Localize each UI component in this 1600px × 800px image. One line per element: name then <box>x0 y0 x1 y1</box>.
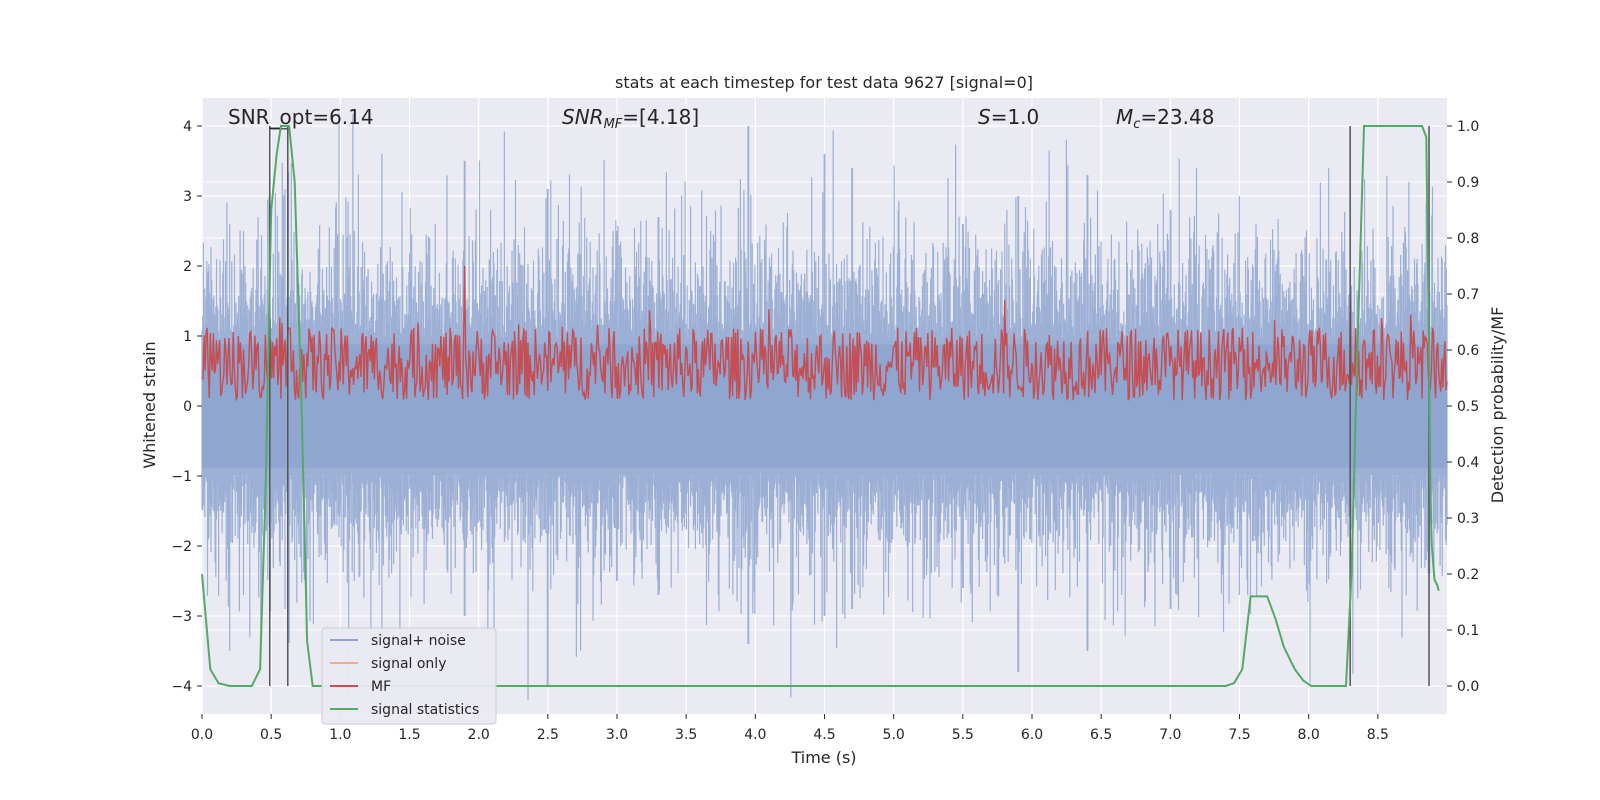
annotation-mc-value: =23.48 <box>1140 105 1214 129</box>
x-tick-label: 2.5 <box>537 727 559 743</box>
y-left-tick-label: 2 <box>183 259 192 275</box>
legend-label-signal-noise: signal+ noise <box>371 633 466 649</box>
signal-statistics-line <box>201 125 1440 687</box>
y-right-tick-label: 1.0 <box>1457 119 1479 135</box>
legend-box <box>321 627 497 725</box>
chart-title: stats at each timestep for test data 962… <box>615 73 1033 92</box>
x-tick-label: 1.0 <box>329 727 351 743</box>
y-right-tick-label: 0.4 <box>1457 455 1479 471</box>
y-right-tick-label: 0.3 <box>1457 511 1479 527</box>
y-axis-left-label: Whitened strain <box>140 341 159 468</box>
y-right-tick-label: 0.7 <box>1457 287 1479 303</box>
annotation-snr-opt: SNR_opt=6.14 <box>228 105 374 129</box>
legend: signal+ noise signal only MF signal stat… <box>321 627 497 725</box>
y-left-tick-label: 4 <box>183 119 192 135</box>
legend-label-signal-statistics: signal statistics <box>371 702 479 718</box>
y-right-tick-label: 0.6 <box>1457 343 1479 359</box>
y-right-tick-label: 0.1 <box>1457 623 1479 639</box>
x-tick-label: 0.0 <box>191 727 213 743</box>
x-tick-label: 8.5 <box>1367 727 1389 743</box>
x-tick-label: 7.0 <box>1159 727 1181 743</box>
signal-statistics-series <box>201 125 1440 687</box>
legend-label-signal-only: signal only <box>371 656 446 672</box>
x-tick-label: 1.5 <box>398 727 420 743</box>
y-left-tick-label: −1 <box>171 469 192 485</box>
x-tick-label: 6.5 <box>1090 727 1112 743</box>
x-tick-label: 2.0 <box>468 727 490 743</box>
y-right-ticks: 1.0 0.9 0.8 0.7 0.6 0.5 0.4 0.3 0.2 0.1 0.0 <box>1447 119 1479 695</box>
y-right-tick-label: 0.0 <box>1457 679 1479 695</box>
annotation-mc-sub: c <box>1133 117 1140 132</box>
x-tick-label: 0.5 <box>260 727 282 743</box>
legend-label-mf: MF <box>371 679 391 695</box>
x-ticks: 0.0 0.5 1.0 1.5 2.0 2.5 3.0 3.5 4.0 4.5 5.0 5.5 6.0 6… <box>191 714 1389 743</box>
x-tick-label: 7.5 <box>1228 727 1250 743</box>
x-tick-label: 4.0 <box>744 727 766 743</box>
mf-series <box>201 265 1448 402</box>
y-left-tick-label: 1 <box>183 329 192 345</box>
annotation-snr-mf-value: =[4.18] <box>622 105 699 129</box>
annotation-s: S=1.0 <box>978 105 1039 129</box>
x-tick-label: 5.5 <box>952 727 974 743</box>
annotation-snr-mf: SNRMF=[4.18] <box>562 105 699 132</box>
x-tick-label: 4.5 <box>813 727 835 743</box>
annotation-mc: Mc=23.48 <box>1116 105 1214 132</box>
y-right-tick-label: 0.9 <box>1457 175 1479 191</box>
annotation-s-base: S <box>978 105 991 129</box>
x-tick-label: 6.0 <box>1021 727 1043 743</box>
y-axis-right-label: Detection probability/MF <box>1488 307 1507 504</box>
annotation-s-value: =1.0 <box>991 105 1040 129</box>
x-tick-label: 3.0 <box>606 727 628 743</box>
y-left-tick-label: −4 <box>171 679 192 695</box>
y-left-tick-label: 3 <box>183 189 192 205</box>
annotation-snr-mf-base: SNR <box>562 105 604 129</box>
x-tick-label: 3.5 <box>675 727 697 743</box>
mf-line <box>201 265 1448 402</box>
x-tick-label: 8.0 <box>1298 727 1320 743</box>
y-left-tick-label: 0 <box>183 399 192 415</box>
annotation-mc-base: M <box>1116 105 1133 129</box>
y-left-tick-label: −2 <box>171 539 192 555</box>
y-left-ticks: 4 3 2 1 0 −1 −2 −3 −4 <box>171 119 202 695</box>
annotation-snr-mf-sub: MF <box>604 117 623 132</box>
x-axis-label: Time (s) <box>790 748 856 767</box>
y-right-tick-label: 0.8 <box>1457 231 1479 247</box>
y-left-tick-label: −3 <box>171 609 192 625</box>
y-right-tick-label: 0.2 <box>1457 567 1479 583</box>
x-tick-label: 5.0 <box>883 727 905 743</box>
y-right-tick-label: 0.5 <box>1457 399 1479 415</box>
